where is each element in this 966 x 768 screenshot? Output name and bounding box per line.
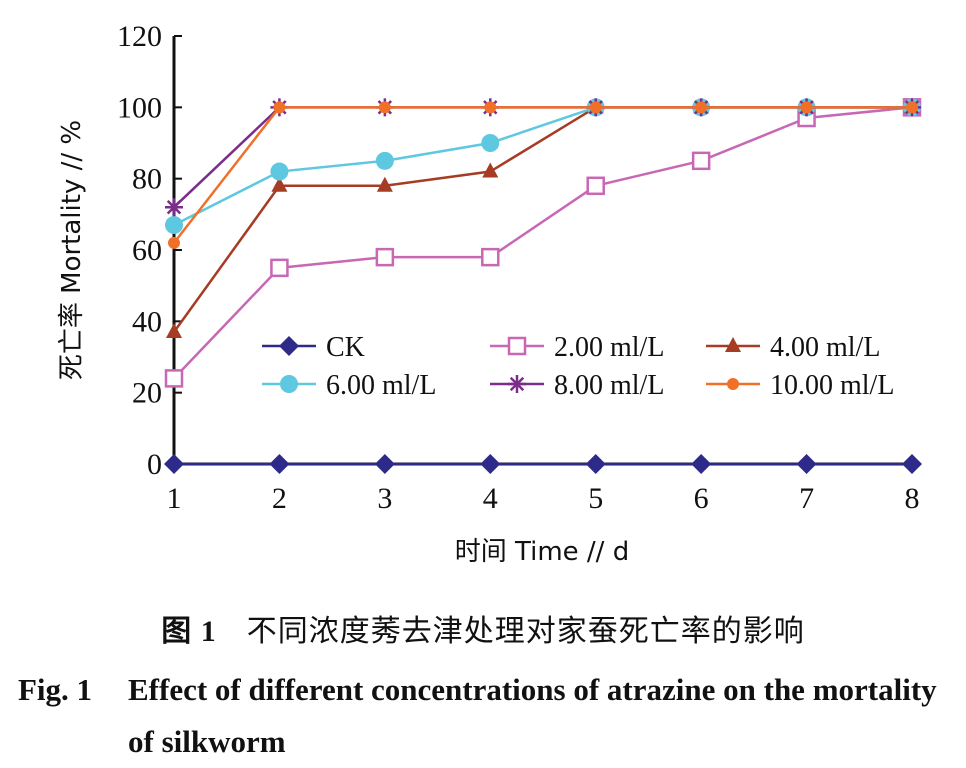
data-point-square bbox=[481, 247, 500, 267]
data-point-circle bbox=[280, 375, 298, 393]
legend-item: 4.00 ml/L bbox=[706, 332, 880, 363]
data-point-circle bbox=[375, 151, 394, 170]
data-point-dot bbox=[378, 101, 391, 114]
data-point-diamond bbox=[585, 454, 606, 474]
axes: 0 20 40 60 80 100 120 1 2 3 4 5 6 7 8 bbox=[117, 20, 920, 515]
data-point-square bbox=[586, 176, 605, 196]
x-tick-label: 1 bbox=[167, 482, 182, 515]
data-point-triangle bbox=[271, 176, 288, 192]
x-axis-title: 时间 Time // d bbox=[455, 537, 629, 567]
data-point-dot bbox=[168, 236, 180, 249]
y-tick-label: 0 bbox=[147, 448, 162, 481]
data-point-star bbox=[508, 375, 526, 393]
data-point-square bbox=[164, 369, 184, 388]
data-point-square bbox=[270, 258, 289, 278]
figure-title-english: Effect of different concentrations of at… bbox=[128, 672, 937, 759]
data-point-square bbox=[507, 336, 527, 356]
x-tick-label: 5 bbox=[588, 482, 603, 515]
data-point-diamond bbox=[164, 454, 184, 474]
y-tick-label: 20 bbox=[132, 377, 162, 410]
legend-item: 10.00 ml/L bbox=[706, 370, 894, 401]
series-4-00-ml-l bbox=[166, 98, 920, 339]
series-line bbox=[173, 106, 912, 244]
y-tick-label: 120 bbox=[117, 20, 162, 53]
x-tick-label: 4 bbox=[483, 482, 498, 515]
data-point-diamond bbox=[279, 336, 299, 356]
legend-label: 10.00 ml/L bbox=[770, 370, 894, 401]
data-point-dot bbox=[484, 101, 497, 114]
legend-item: 6.00 ml/L bbox=[262, 370, 436, 401]
figure-number-chinese: 图 1 bbox=[161, 615, 217, 648]
data-point-star bbox=[165, 198, 183, 217]
data-point-dot bbox=[906, 101, 918, 114]
data-point-circle bbox=[481, 134, 500, 152]
series-10-00-ml-l bbox=[168, 101, 918, 249]
data-point-triangle bbox=[376, 176, 393, 192]
data-point-diamond bbox=[796, 454, 817, 474]
x-tick-label: 7 bbox=[799, 482, 814, 515]
legend-label: 6.00 ml/L bbox=[326, 370, 436, 401]
legend-item: 8.00 ml/L bbox=[490, 370, 664, 401]
mortality-chart: 0 20 40 60 80 100 120 1 2 3 4 5 6 7 8 CK 2.00 ml/L 4.00 … bbox=[57, 20, 922, 567]
data-point-triangle bbox=[725, 337, 741, 352]
data-point-circle bbox=[270, 162, 289, 181]
figure-number-english: Fig. 1 bbox=[18, 672, 93, 707]
figure-caption-chinese: 图 1 不同浓度莠去津处理对家蚕死亡率的影响 bbox=[0, 606, 966, 650]
data-point-diamond bbox=[269, 454, 290, 474]
y-tick-label: 40 bbox=[132, 305, 162, 338]
x-tick-label: 6 bbox=[694, 482, 709, 515]
y-tick-label: 80 bbox=[132, 163, 162, 196]
y-tick-label: 100 bbox=[117, 91, 162, 124]
star-stroke bbox=[509, 376, 525, 392]
series-layer bbox=[164, 98, 922, 474]
legend: CK 2.00 ml/L 4.00 ml/L 6.00 ml/L 8.00 ml/L 10… bbox=[262, 332, 894, 401]
data-point-square bbox=[691, 151, 711, 171]
legend-label: CK bbox=[326, 332, 365, 363]
data-point-circle bbox=[165, 216, 183, 235]
y-axis-title: 死亡率 Mortality // % bbox=[57, 120, 87, 380]
x-tick-label: 8 bbox=[905, 482, 920, 515]
x-tick-label: 3 bbox=[377, 482, 392, 515]
data-point-diamond bbox=[902, 454, 922, 474]
data-point-diamond bbox=[374, 454, 395, 474]
series-ck bbox=[164, 454, 922, 474]
data-point-diamond bbox=[691, 454, 712, 474]
legend-label: 2.00 ml/L bbox=[554, 332, 664, 363]
figure-title-chinese: 不同浓度莠去津处理对家蚕死亡率的影响 bbox=[246, 615, 805, 648]
data-point-dot bbox=[695, 101, 708, 114]
legend-label: 8.00 ml/L bbox=[554, 370, 664, 401]
legend-label: 4.00 ml/L bbox=[770, 332, 880, 363]
y-tick-label: 60 bbox=[132, 234, 162, 267]
data-point-dot bbox=[273, 101, 286, 114]
x-tick-label: 2 bbox=[272, 482, 287, 515]
data-point-diamond bbox=[480, 454, 501, 474]
star-stroke bbox=[166, 200, 182, 215]
series-line bbox=[173, 106, 913, 380]
data-point-dot bbox=[727, 378, 739, 390]
data-point-triangle bbox=[482, 162, 499, 178]
legend-item: 2.00 ml/L bbox=[490, 332, 664, 363]
series-line bbox=[172, 106, 912, 333]
data-point-dot bbox=[589, 101, 602, 114]
data-point-square bbox=[375, 247, 395, 267]
data-point-dot bbox=[800, 101, 813, 114]
series-8-00-ml-l bbox=[165, 98, 921, 217]
data-point-triangle bbox=[166, 323, 182, 339]
legend-item: CK bbox=[262, 332, 365, 363]
